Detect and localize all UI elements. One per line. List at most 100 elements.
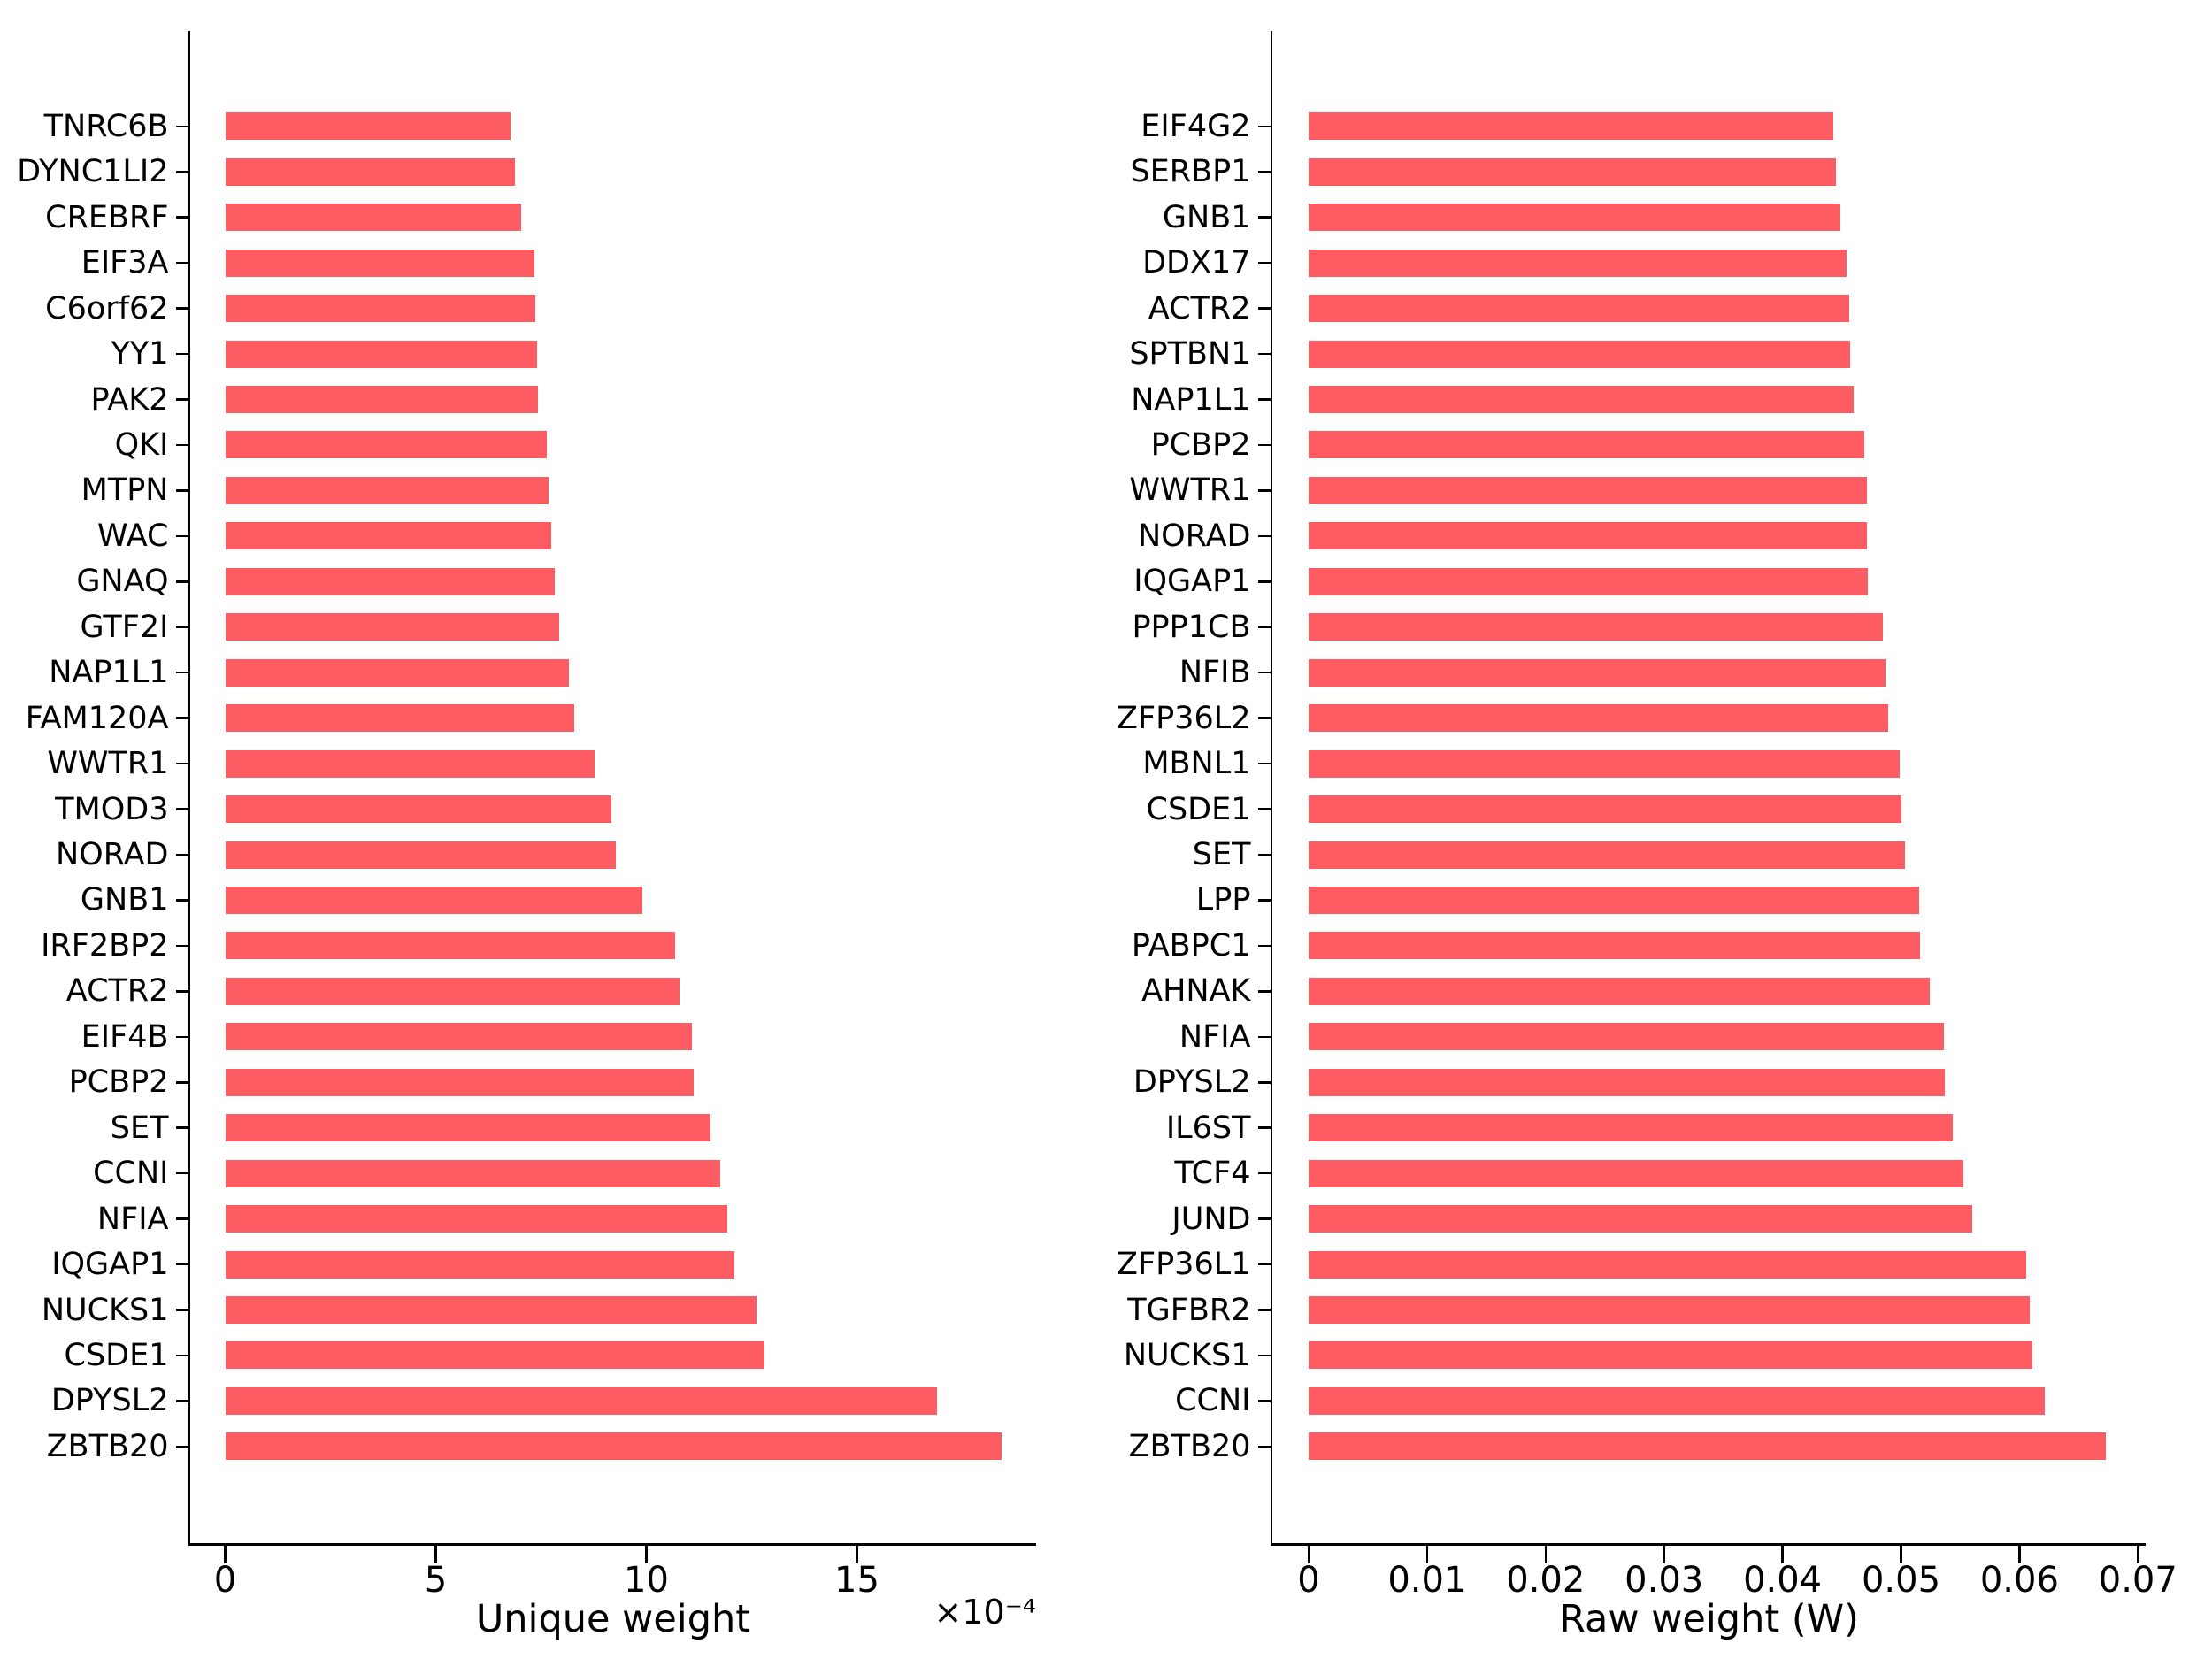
bar-TCF4 <box>1309 1159 1963 1187</box>
bar-CSDE1 <box>225 1341 764 1370</box>
bar-DDX17 <box>1309 249 1847 277</box>
y-tick-PABPC1 <box>1257 944 1271 948</box>
y-tick-PAK2 <box>175 398 188 401</box>
x-tick-0.07 <box>2137 1545 2139 1563</box>
y-tick-label-ZFP36L1: ZFP36L1 <box>1116 1247 1251 1283</box>
y-tick-IL6ST <box>1257 1126 1271 1129</box>
y-tick-IQGAP1 <box>1257 580 1271 583</box>
y-tick-NAP1L1 <box>1257 398 1271 401</box>
y-tick-JUND <box>1257 1217 1271 1220</box>
y-tick-C6orf62 <box>175 307 188 310</box>
bar-PAK2 <box>225 386 538 413</box>
bar-LPP <box>1309 886 1919 914</box>
bar-QKI <box>225 431 547 459</box>
x-axis-spine <box>1270 1543 2146 1546</box>
x-axis-label-unique-weight: Unique weight <box>475 1597 751 1641</box>
x-tick-label-0.07: 0.07 <box>2098 1560 2177 1601</box>
bar-NORAD <box>1309 522 1867 550</box>
y-tick-label-ZBTB20: ZBTB20 <box>46 1428 169 1464</box>
x-tick-0 <box>224 1545 227 1563</box>
y-tick-label-AHNAK: AHNAK <box>1141 973 1251 1010</box>
y-tick-NFIB <box>1257 671 1271 674</box>
y-tick-TGFBR2 <box>1257 1309 1271 1311</box>
x-tick-label-0: 0 <box>1297 1560 1320 1601</box>
x-tick-0.03 <box>1663 1545 1665 1563</box>
y-tick-label-IL6ST: IL6ST <box>1165 1110 1251 1146</box>
y-tick-label-PPP1CB: PPP1CB <box>1132 609 1251 645</box>
bar-SPTBN1 <box>1309 340 1850 368</box>
y-tick-MTPN <box>175 489 188 492</box>
y-tick-WAC <box>175 534 188 538</box>
y-tick-CCNI <box>175 1171 188 1175</box>
y-tick-GNB1 <box>1257 216 1271 219</box>
x-tick-label-0.06: 0.06 <box>1979 1560 2059 1601</box>
y-tick-label-NFIA: NFIA <box>96 1201 169 1237</box>
bar-C6orf62 <box>225 295 535 323</box>
bar-SET <box>1309 841 1905 869</box>
y-tick-label-JUND: JUND <box>1171 1201 1251 1237</box>
y-tick-label-IRF2BP2: IRF2BP2 <box>41 927 169 964</box>
y-tick-label-WWTR1: WWTR1 <box>47 746 169 782</box>
x-tick-0.04 <box>1781 1545 1784 1563</box>
y-tick-label-SERBP1: SERBP1 <box>1130 154 1251 190</box>
x-tick-label-15: 15 <box>834 1560 879 1601</box>
y-tick-NUCKS1 <box>175 1309 188 1311</box>
bar-IL6ST <box>1309 1114 1953 1142</box>
y-tick-CSDE1 <box>1257 808 1271 810</box>
y-tick-ZFP36L1 <box>1257 1263 1271 1266</box>
y-tick-CREBRF <box>175 216 188 219</box>
y-tick-label-WWTR1: WWTR1 <box>1129 472 1251 509</box>
bar-EIF4B <box>225 1023 692 1051</box>
bar-PPP1CB <box>1309 613 1883 641</box>
x-tick-0.05 <box>1900 1545 1902 1563</box>
y-tick-ZBTB20 <box>1257 1445 1271 1448</box>
bar-GNB1 <box>225 886 642 914</box>
y-tick-label-FAM120A: FAM120A <box>25 700 169 736</box>
bar-ACTR2 <box>225 977 680 1005</box>
y-tick-EIF4B <box>175 1035 188 1039</box>
y-tick-TNRC6B <box>175 125 188 128</box>
y-tick-ZBTB20 <box>175 1445 188 1448</box>
y-tick-GNB1 <box>175 899 188 902</box>
y-tick-WWTR1 <box>1257 489 1271 492</box>
y-tick-label-NAP1L1: NAP1L1 <box>1131 381 1251 418</box>
y-tick-LPP <box>1257 899 1271 902</box>
bar-GTF2I <box>225 613 559 641</box>
y-tick-NAP1L1 <box>175 671 188 674</box>
y-tick-label-ACTR2: ACTR2 <box>65 973 169 1010</box>
y-tick-label-ZBTB20: ZBTB20 <box>1128 1428 1251 1464</box>
bar-TMOD3 <box>225 795 611 824</box>
bar-ZFP36L1 <box>1309 1250 2026 1279</box>
bar-IRF2BP2 <box>225 932 675 960</box>
bar-ZBTB20 <box>225 1432 1002 1461</box>
x-tick-0 <box>1307 1545 1310 1563</box>
bar-NAP1L1 <box>225 658 569 687</box>
y-tick-label-LPP: LPP <box>1195 882 1251 918</box>
y-tick-label-EIF3A: EIF3A <box>81 245 169 281</box>
x-tick-label-0.01: 0.01 <box>1387 1560 1467 1601</box>
y-tick-EIF4G2 <box>1257 125 1271 128</box>
y-axis-spine <box>1270 31 1272 1546</box>
bar-EIF3A <box>225 249 534 277</box>
y-tick-label-NORAD: NORAD <box>1137 518 1251 554</box>
y-tick-label-C6orf62: C6orf62 <box>45 290 169 326</box>
y-tick-SET <box>175 1126 188 1129</box>
x-tick-15 <box>856 1545 858 1563</box>
y-tick-label-GNB1: GNB1 <box>80 882 169 918</box>
bar-MBNL1 <box>1309 749 1900 778</box>
bar-AHNAK <box>1309 977 1930 1005</box>
y-tick-label-IQGAP1: IQGAP1 <box>1133 564 1251 600</box>
bar-GNAQ <box>225 567 555 595</box>
y-tick-DPYSL2 <box>175 1400 188 1402</box>
y-tick-label-NORAD: NORAD <box>55 837 169 872</box>
x-tick-label-10: 10 <box>624 1560 669 1601</box>
x-tick-label-0: 0 <box>213 1560 237 1601</box>
y-tick-label-EIF4G2: EIF4G2 <box>1141 108 1251 144</box>
y-tick-GNAQ <box>175 580 188 583</box>
y-tick-label-CREBRF: CREBRF <box>45 199 169 235</box>
y-tick-IRF2BP2 <box>175 944 188 948</box>
x-tick-0.06 <box>2018 1545 2021 1563</box>
y-tick-SERBP1 <box>1257 171 1271 173</box>
y-tick-label-CSDE1: CSDE1 <box>1146 791 1251 827</box>
